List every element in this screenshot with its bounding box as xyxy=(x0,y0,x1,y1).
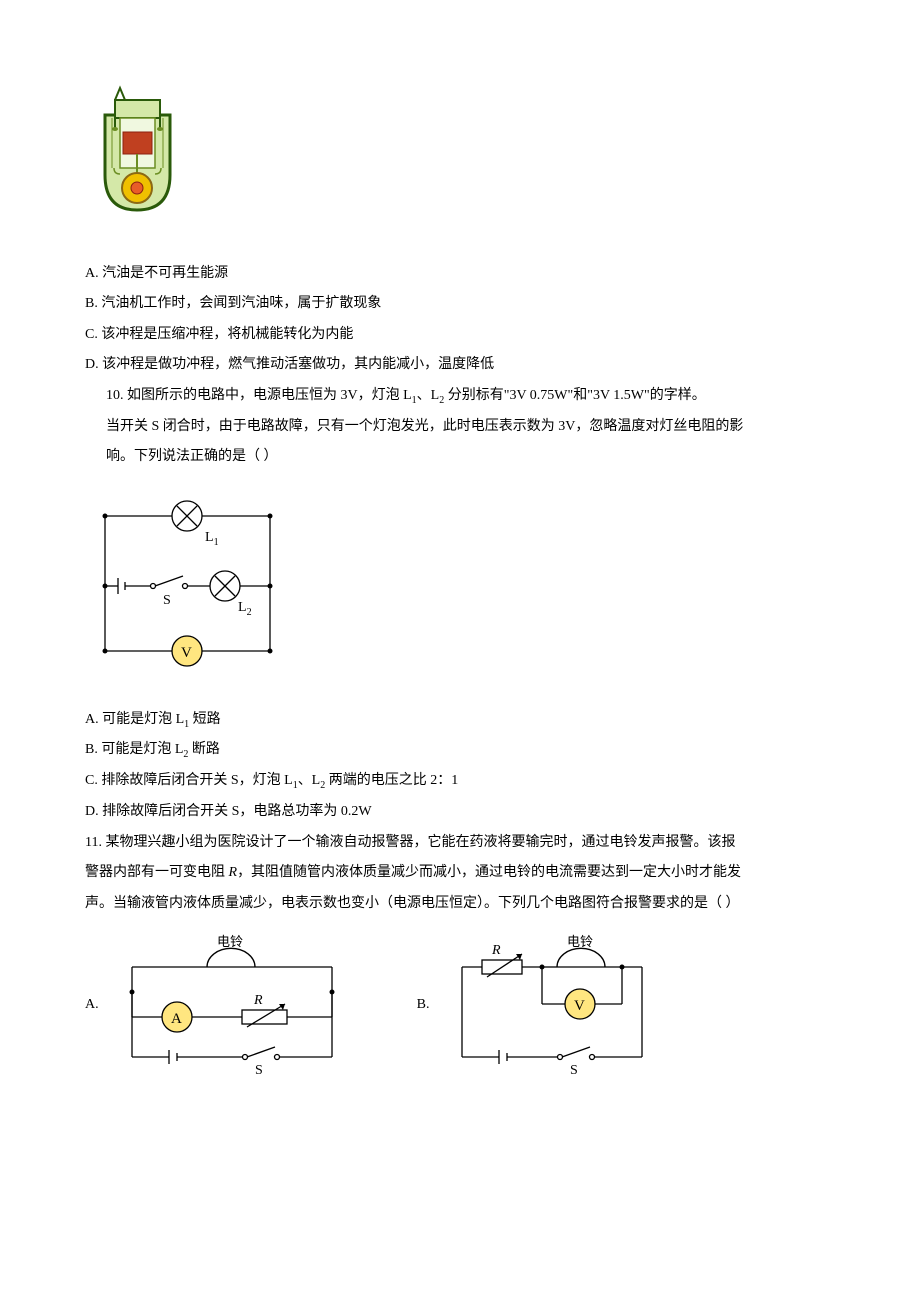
question-11-line1: 11. 某物理兴趣小组为医院设计了一个输液自动报警器，它能在药液将要输完时，通过… xyxy=(85,830,835,857)
engine-diagram xyxy=(90,80,835,251)
l1-label: L1 xyxy=(205,530,219,548)
option-9a: A. 汽油是不可再生能源 xyxy=(85,261,835,288)
option-10d: D. 排除故障后闭合开关 S，电路总功率为 0.2W xyxy=(85,799,835,826)
svg-text:S: S xyxy=(255,1063,263,1077)
option-9c: C. 该冲程是压缩冲程，将机械能转化为内能 xyxy=(85,322,835,349)
option-10b: B. 可能是灯泡 L2 断路 xyxy=(85,737,835,764)
svg-text:L2: L2 xyxy=(238,600,252,618)
svg-text:A: A xyxy=(171,1011,182,1027)
svg-text:V: V xyxy=(574,998,585,1014)
circuit-diagram-q10: L1 S L2 V xyxy=(90,486,835,692)
circuit-option-a: A. 电铃 A R xyxy=(85,932,357,1077)
svg-text:S: S xyxy=(570,1063,578,1077)
option-9d: D. 该冲程是做功冲程，燃气推动活塞做功，其内能减小，温度降低 xyxy=(85,352,835,379)
svg-text:电铃: 电铃 xyxy=(217,934,243,949)
question-10-line2: 当开关 S 闭合时，由于电路故障，只有一个灯泡发光，此时电压表示数为 3V，忽略… xyxy=(85,414,835,441)
svg-text:R: R xyxy=(491,943,501,958)
option-10a: A. 可能是灯泡 L1 短路 xyxy=(85,707,835,734)
circuit-option-b: B. 电铃 R V xyxy=(417,932,668,1077)
svg-text:R: R xyxy=(253,993,263,1008)
option-9b: B. 汽油机工作时，会闻到汽油味，属于扩散现象 xyxy=(85,291,835,318)
svg-text:V: V xyxy=(181,645,192,661)
option-a-label: A. xyxy=(85,992,99,1019)
svg-text:S: S xyxy=(163,593,171,608)
question-11-line2: 警器内部有一可变电阻 R，其阻值随管内液体质量减少而减小，通过电铃的电流需要达到… xyxy=(85,860,835,887)
circuit-options-row: A. 电铃 A R xyxy=(85,932,835,1077)
question-10-line3: 响。下列说法正确的是（ ） xyxy=(85,444,835,471)
option-b-label: B. xyxy=(417,992,430,1019)
question-11-line3: 声。当输液管内液体质量减少，电表示数也变小（电源电压恒定）。下列几个电路图符合报… xyxy=(85,891,835,918)
question-10-line1: 10. 如图所示的电路中，电源电压恒为 3V，灯泡 L1、L2 分别标有"3V … xyxy=(85,383,835,410)
option-10c: C. 排除故障后闭合开关 S，灯泡 L1、L2 两端的电压之比 2：1 xyxy=(85,768,835,795)
svg-text:电铃: 电铃 xyxy=(567,934,593,949)
